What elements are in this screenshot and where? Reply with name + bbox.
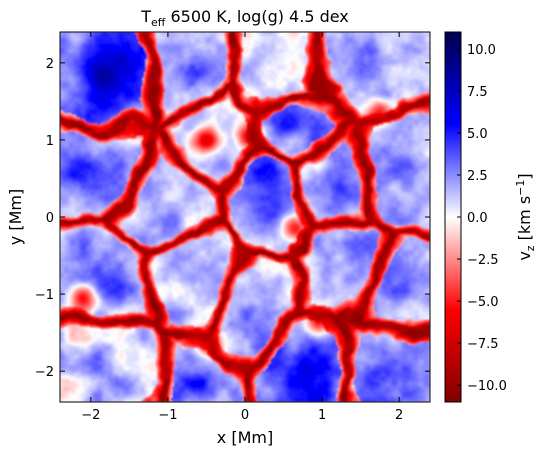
colorbar-tick-label: 7.5 (467, 85, 488, 100)
x-tick-label: −1 (158, 408, 177, 423)
x-tick-label: 2 (395, 408, 403, 423)
title-prefix: T (140, 7, 151, 26)
y-tick-label: 0 (46, 211, 54, 226)
y-axis-label: y [Mm] (6, 189, 25, 245)
title-subscript: eff (151, 16, 166, 29)
colorbar-tick-label: −2.5 (467, 253, 499, 268)
velocity-heatmap (60, 32, 430, 402)
x-axis-ticks: −2 −1 0 1 2 (81, 32, 403, 423)
cb-label-close: ] (515, 173, 534, 179)
colorbar-tick-label: −7.5 (467, 337, 499, 352)
x-tick-label: 1 (318, 408, 326, 423)
colorbar-tick-label: 5.0 (467, 127, 488, 142)
cb-label-superscript: −1 (514, 180, 527, 196)
chart-title: Teff 6500 K, log(g) 4.5 dex (140, 7, 349, 29)
title-suffix: 6500 K, log(g) 4.5 dex (165, 7, 348, 26)
colorbar-tick-label: −5.0 (467, 295, 499, 310)
cb-label-suffix: [km s (515, 196, 534, 246)
y-tick-label: 1 (46, 134, 54, 149)
colorbar-tick-label: 0.0 (467, 211, 488, 226)
colorbar-tick-label: −10.0 (467, 379, 507, 394)
y-tick-label: 2 (46, 57, 54, 72)
colorbar-label: vz [km s−1] (514, 173, 537, 260)
colorbar-ticks: 10.0 7.5 5.0 2.5 0.0 −2.5 −5.0 −7.5 −10.0 (457, 43, 507, 394)
cb-label-prefix: v (515, 251, 534, 260)
x-axis-label: x [Mm] (217, 428, 273, 447)
x-tick-label: −2 (81, 408, 100, 423)
y-tick-label: −2 (35, 365, 54, 380)
x-tick-label: 0 (241, 408, 249, 423)
colorbar-tick-label: 2.5 (467, 169, 488, 184)
y-tick-label: −1 (35, 288, 54, 303)
colorbar-tick-label: 10.0 (467, 43, 496, 58)
cb-label-subscript: z (524, 245, 537, 251)
y-axis-ticks: −2 −1 0 1 2 (35, 57, 430, 380)
